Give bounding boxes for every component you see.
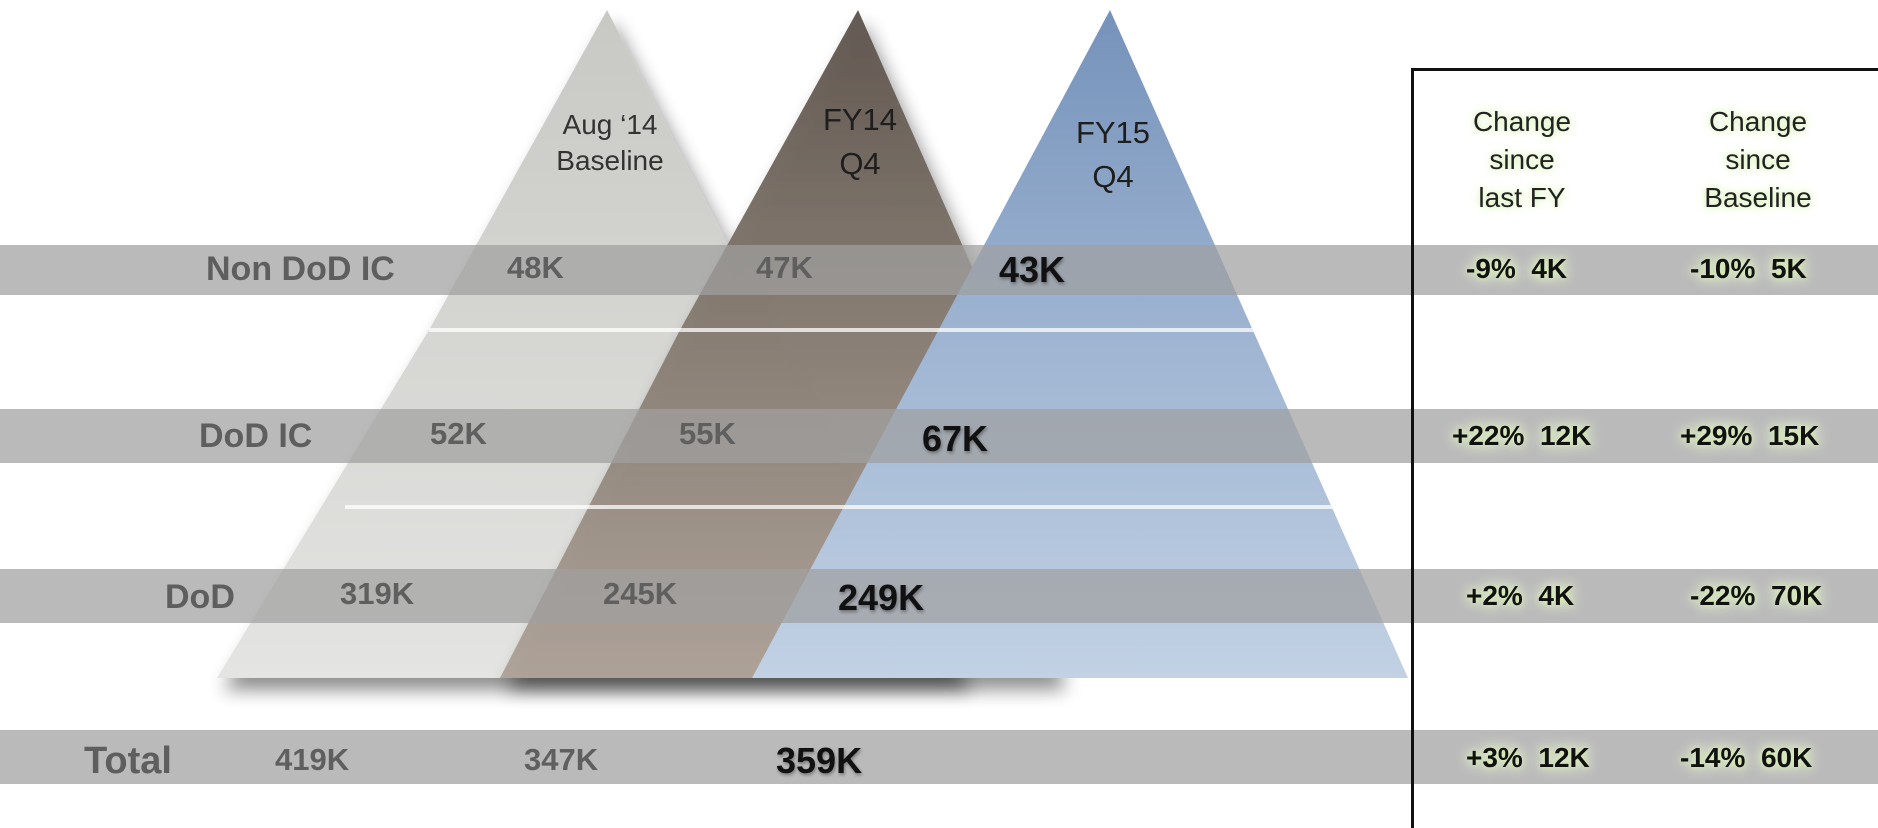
change-fy-abs: 12K: [1539, 420, 1592, 451]
value-dod-ic-fy15: 67K: [922, 418, 989, 459]
pyramid-chart: [217, 10, 1408, 678]
row-label-total: Total: [84, 740, 172, 782]
change-fy-abs: 4K: [1538, 580, 1575, 611]
change-header-last-fy: Change since last FY: [1472, 106, 1572, 213]
band-total: [0, 730, 1878, 784]
band-dod-ic: [0, 409, 1878, 463]
value-total-fy15: 359K: [776, 740, 863, 781]
value-dod-fy15: 249K: [838, 577, 925, 618]
change-baseline-total: -14% 60K: [1680, 742, 1812, 774]
value-dod-fy14: 245K: [603, 576, 678, 611]
value-non-dod-ic-fy14: 47K: [756, 250, 813, 285]
change-fy-dod-ic: +22% 12K: [1452, 420, 1591, 452]
column-header-fy14-q4: FY14 Q4: [822, 102, 898, 181]
change-base-abs: 15K: [1767, 420, 1820, 451]
change-fy-pct: -9%: [1466, 253, 1516, 284]
change-panel: [1411, 68, 1878, 828]
row-label-dod-ic: DoD IC: [199, 417, 313, 455]
change-base-abs: 70K: [1770, 580, 1823, 611]
value-dod-ic-baseline: 52K: [430, 416, 487, 451]
change-header-baseline: Change since Baseline: [1704, 106, 1812, 213]
band-non-dod-ic: [0, 245, 1878, 295]
change-fy-abs: 4K: [1531, 253, 1568, 284]
row-label-non-dod-ic: Non DoD IC: [206, 250, 395, 288]
change-fy-total: +3% 12K: [1466, 742, 1590, 774]
change-base-pct: -14%: [1680, 742, 1746, 773]
change-baseline-non-dod-ic: -10% 5K: [1690, 253, 1807, 285]
change-base-abs: 5K: [1770, 253, 1807, 284]
column-header-aug14-baseline: Aug ‘14 Baseline: [556, 109, 664, 176]
value-non-dod-ic-fy15: 43K: [999, 249, 1066, 290]
change-base-pct: -10%: [1690, 253, 1756, 284]
value-dod-ic-fy14: 55K: [679, 416, 736, 451]
change-fy-abs: 12K: [1538, 742, 1590, 773]
change-base-abs: 60K: [1760, 742, 1813, 773]
tier-separators: [345, 328, 1355, 509]
change-fy-pct: +2%: [1466, 580, 1523, 611]
value-non-dod-ic-baseline: 48K: [507, 250, 564, 285]
change-baseline-dod: -22% 70K: [1690, 580, 1822, 612]
row-label-dod: DoD: [165, 578, 235, 616]
column-header-fy15-q4: FY15 Q4: [1075, 115, 1151, 194]
change-base-pct: -22%: [1690, 580, 1756, 611]
change-fy-non-dod-ic: -9% 4K: [1466, 253, 1567, 285]
band-dod: [0, 569, 1878, 623]
pyramid-fy15-q4: [752, 10, 1408, 678]
change-base-pct: +29%: [1680, 420, 1753, 451]
value-total-baseline: 419K: [275, 742, 350, 777]
value-dod-baseline: 319K: [340, 576, 415, 611]
value-total-fy14: 347K: [524, 742, 599, 777]
change-fy-pct: +22%: [1452, 420, 1525, 451]
change-baseline-dod-ic: +29% 15K: [1680, 420, 1819, 452]
change-fy-dod: +2% 4K: [1466, 580, 1574, 612]
change-fy-pct: +3%: [1466, 742, 1523, 773]
